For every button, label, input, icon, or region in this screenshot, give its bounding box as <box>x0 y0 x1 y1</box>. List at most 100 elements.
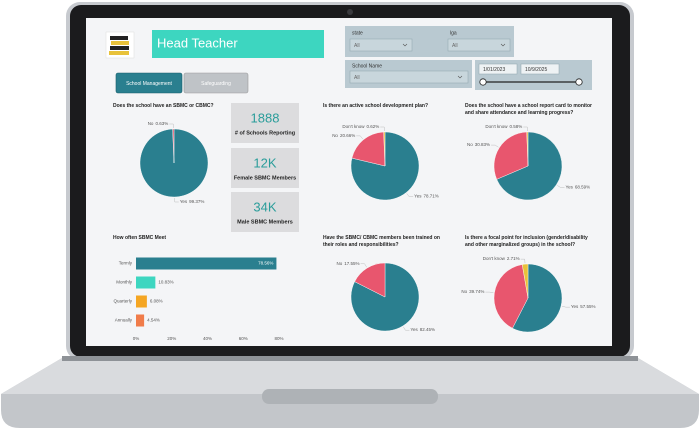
bar <box>136 295 147 308</box>
value-label: 99.37% <box>189 199 204 204</box>
leader-line <box>520 258 526 264</box>
category-label: Yes <box>571 304 579 309</box>
dropdown-value[interactable]: All <box>354 75 360 81</box>
dropdown-value[interactable]: All <box>354 43 360 49</box>
slider-handle[interactable] <box>479 78 487 86</box>
kpi-value: 1888 <box>251 110 280 125</box>
book <box>110 36 128 40</box>
value-label: 0.63% <box>155 121 168 126</box>
book <box>111 41 129 45</box>
slider-handle[interactable] <box>575 78 583 86</box>
leader-line <box>380 126 385 132</box>
data-label: 78.56% <box>258 261 273 266</box>
dropdown[interactable] <box>349 38 413 52</box>
kpi-card <box>231 192 299 232</box>
pie-slice <box>526 131 529 167</box>
kpi-label: Male SBMC Members <box>237 219 293 225</box>
date-input[interactable] <box>520 63 560 75</box>
leader-line <box>356 135 363 140</box>
kpi-value: 12K <box>253 155 276 170</box>
pie-slice <box>493 264 529 329</box>
x-tick-label: 60% <box>239 336 248 341</box>
data-label: Don't know 2.71% <box>483 256 520 261</box>
chevron <box>457 75 463 79</box>
leader-line <box>360 263 367 268</box>
pie-slice <box>496 131 563 201</box>
date-input[interactable] <box>478 63 518 75</box>
chart-title: Is there an active school development pl… <box>323 103 429 109</box>
x-tick-label: 0% <box>133 336 140 341</box>
tab-label[interactable]: Safeguarding <box>201 81 231 87</box>
pie-slice <box>493 131 529 180</box>
pie-slice <box>383 131 386 167</box>
date-end[interactable]: 10/9/2025 <box>525 67 547 73</box>
category-label: Don't know <box>485 124 508 129</box>
chart-title-box: Is there a focal point for inclusion (ge… <box>465 235 588 248</box>
y-tick-label: Annually <box>115 318 133 323</box>
category-label: Yes <box>566 185 574 190</box>
leader-line <box>406 193 414 197</box>
tab[interactable] <box>183 72 249 94</box>
category-label: No <box>467 142 473 147</box>
chart-title: Have the SBMC/ CBMC members been trained… <box>323 235 440 248</box>
page-title: Head Teacher <box>157 35 238 50</box>
data-label: Yes 68.59% <box>566 185 591 190</box>
value-label: 39.74% <box>469 289 484 294</box>
category-label: No <box>148 121 154 126</box>
dropdown[interactable] <box>447 38 511 52</box>
value-label: 78.71% <box>424 194 439 199</box>
pie-slice <box>522 263 529 299</box>
date-start[interactable]: 1/01/2023 <box>483 67 505 73</box>
pie-slice <box>354 262 386 298</box>
chevron <box>402 43 408 47</box>
value-label: 68.59% <box>575 185 590 190</box>
kpi-card <box>231 148 299 188</box>
kpi-value: 34K <box>253 199 276 214</box>
chevron <box>500 43 506 47</box>
title-bar <box>152 30 324 58</box>
category-label: No <box>461 289 467 294</box>
chart-title-box: Is there an active school development pl… <box>323 103 429 109</box>
value-label: 82.45% <box>420 327 435 332</box>
book <box>109 51 129 55</box>
leader-line <box>561 306 570 308</box>
kpi-label: # of Schools Reporting <box>235 130 295 136</box>
x-tick-label: 40% <box>203 336 212 341</box>
chart-title: Does the school have an SBMC or CBMC? <box>113 103 214 109</box>
data-label: No 20.66% <box>332 133 355 138</box>
bar <box>136 314 145 327</box>
data-label: 6.08% <box>150 299 163 304</box>
category-label: Don't know <box>342 124 365 129</box>
pie-slice <box>172 128 175 164</box>
data-label: Don't know 0.58% <box>485 124 522 129</box>
data-label: No 30.83% <box>467 142 490 147</box>
data-label: Yes 99.37% <box>180 199 205 204</box>
y-tick-label: Termly <box>119 261 133 266</box>
y-tick-label: Quarterly <box>113 299 132 304</box>
trackpad-notch <box>262 389 438 404</box>
category-label: No <box>332 133 338 138</box>
filter-label: School Name <box>352 63 382 69</box>
dropdown[interactable] <box>349 70 469 84</box>
book <box>110 46 129 50</box>
y-tick-label: Monthly <box>116 280 133 285</box>
data-label: Yes 82.45% <box>410 327 435 332</box>
leader-line <box>491 144 499 148</box>
data-label: Yes 57.55% <box>571 304 596 309</box>
chart-title: How often SBMC Meet <box>113 235 167 241</box>
pie-slice <box>512 263 563 333</box>
chart-title-box: Does the school have an SBMC or CBMC? <box>113 103 214 109</box>
chart-title-box: Does the school have a school report car… <box>465 103 592 116</box>
value-label: 2.71% <box>507 256 520 261</box>
dropdown-value[interactable]: All <box>452 43 458 49</box>
tab[interactable] <box>115 72 183 94</box>
leader-line <box>523 126 528 132</box>
kpi-card <box>231 103 299 143</box>
kpi-label: Female SBMC Members <box>234 175 296 181</box>
value-label: 30.83% <box>475 142 490 147</box>
category-label: Yes <box>414 194 422 199</box>
tab-label[interactable]: School Management <box>126 81 172 87</box>
leader-line <box>169 123 174 129</box>
filter-label: lga <box>450 30 457 36</box>
